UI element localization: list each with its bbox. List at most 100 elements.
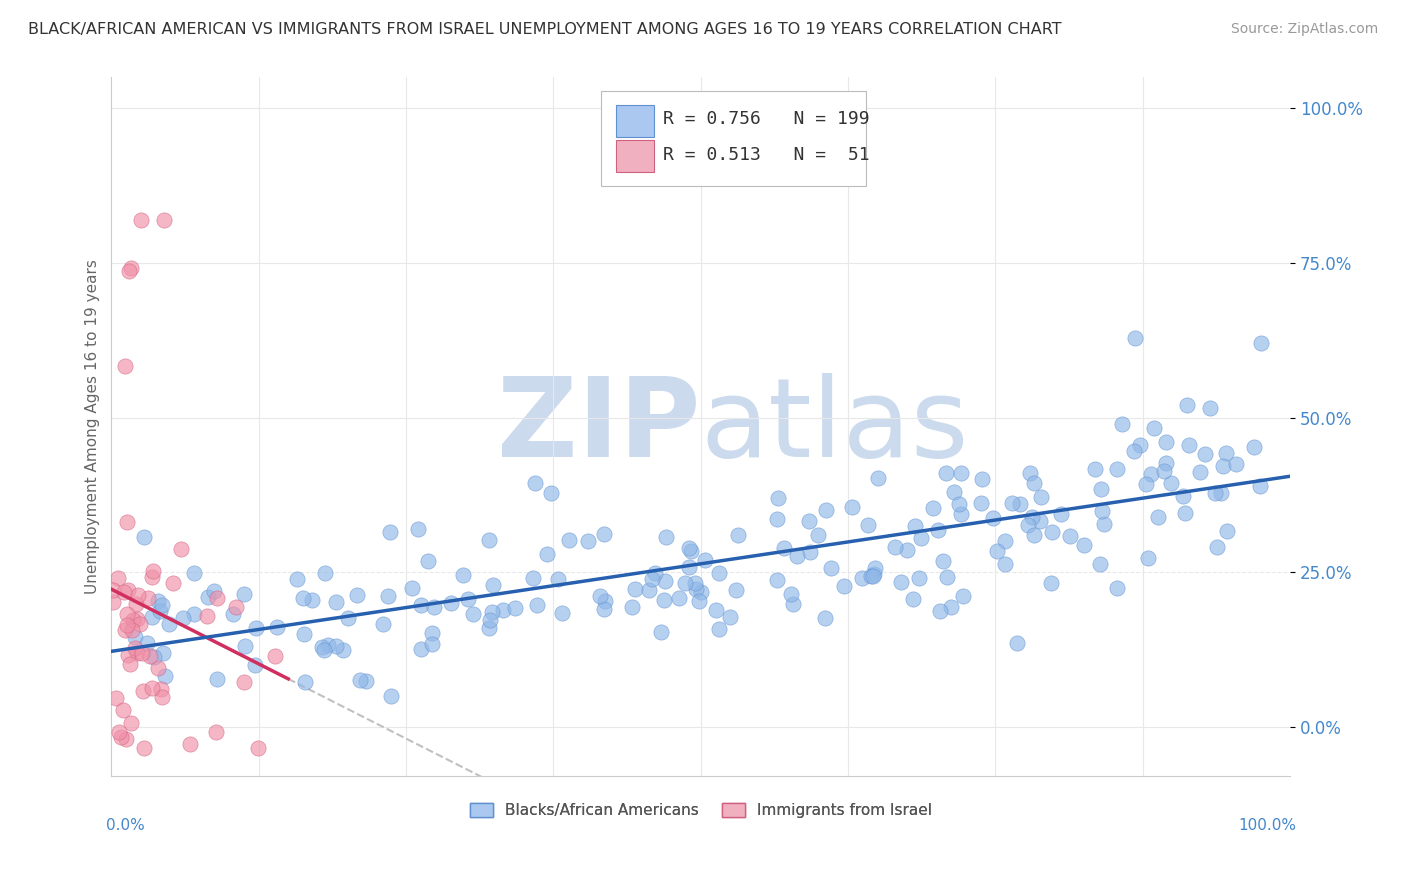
Point bbox=[129, 212, 152, 227]
Point bbox=[101, 582, 124, 597]
Point bbox=[1173, 489, 1195, 503]
Point bbox=[221, 607, 243, 621]
Point bbox=[121, 624, 143, 638]
Point bbox=[1021, 509, 1043, 524]
Point bbox=[346, 588, 368, 602]
Point bbox=[678, 560, 700, 574]
Point bbox=[478, 621, 501, 635]
Point bbox=[125, 612, 148, 626]
Point bbox=[112, 584, 135, 599]
Point bbox=[884, 540, 907, 554]
Point bbox=[782, 597, 804, 611]
Point bbox=[1022, 527, 1045, 541]
Point bbox=[896, 543, 918, 558]
Point bbox=[356, 673, 378, 688]
Point bbox=[1146, 509, 1168, 524]
Point bbox=[292, 591, 315, 605]
Text: BLACK/AFRICAN AMERICAN VS IMMIGRANTS FROM ISRAEL UNEMPLOYMENT AMONG AGES 16 TO 1: BLACK/AFRICAN AMERICAN VS IMMIGRANTS FRO… bbox=[28, 22, 1062, 37]
Point bbox=[1040, 524, 1063, 539]
Point bbox=[172, 611, 194, 625]
Point bbox=[834, 578, 856, 592]
Point bbox=[766, 491, 789, 505]
Point bbox=[551, 606, 574, 620]
Point bbox=[536, 547, 558, 561]
Point bbox=[332, 643, 354, 657]
Point bbox=[1008, 497, 1031, 511]
Point bbox=[101, 595, 124, 609]
Point bbox=[1178, 438, 1201, 452]
Point bbox=[727, 528, 749, 542]
Point bbox=[983, 510, 1005, 524]
Point bbox=[150, 598, 173, 612]
Point bbox=[773, 541, 796, 556]
Point bbox=[1029, 514, 1052, 528]
Point bbox=[124, 630, 146, 644]
Point bbox=[233, 639, 256, 653]
Point bbox=[1250, 336, 1272, 351]
Point bbox=[678, 541, 700, 556]
Point bbox=[1059, 529, 1081, 543]
Point bbox=[142, 564, 165, 578]
Point bbox=[1189, 465, 1212, 479]
Y-axis label: Unemployment Among Ages 16 to 19 years: Unemployment Among Ages 16 to 19 years bbox=[86, 260, 100, 594]
Point bbox=[132, 684, 155, 698]
Point bbox=[720, 610, 742, 624]
Point bbox=[440, 596, 463, 610]
Point bbox=[294, 674, 316, 689]
Point bbox=[461, 607, 484, 621]
Point bbox=[131, 646, 153, 660]
Point bbox=[314, 566, 336, 580]
Point bbox=[673, 576, 696, 591]
Point bbox=[1073, 538, 1095, 552]
Point bbox=[1022, 475, 1045, 490]
Point bbox=[986, 544, 1008, 558]
Point bbox=[707, 622, 730, 636]
Point bbox=[851, 571, 873, 585]
Point bbox=[170, 542, 193, 557]
Point bbox=[766, 573, 789, 587]
Point bbox=[725, 583, 748, 598]
Point bbox=[114, 359, 136, 373]
Point bbox=[195, 608, 218, 623]
Point bbox=[125, 597, 148, 611]
Point bbox=[1091, 504, 1114, 518]
Point bbox=[233, 675, 256, 690]
Point bbox=[420, 626, 443, 640]
Point bbox=[1215, 446, 1237, 460]
Point bbox=[707, 566, 730, 580]
Point bbox=[141, 681, 163, 695]
Point bbox=[1084, 462, 1107, 476]
Point bbox=[157, 617, 180, 632]
Point bbox=[578, 534, 600, 549]
Point bbox=[994, 534, 1017, 549]
Point bbox=[314, 643, 336, 657]
Point bbox=[266, 620, 288, 634]
Point bbox=[377, 589, 399, 603]
Point bbox=[503, 601, 526, 615]
Point bbox=[526, 598, 548, 612]
Text: R = 0.513   N =  51: R = 0.513 N = 51 bbox=[664, 146, 870, 164]
Point bbox=[406, 522, 429, 536]
Point bbox=[814, 611, 837, 625]
Point bbox=[142, 650, 165, 665]
Point bbox=[117, 583, 139, 598]
Point bbox=[128, 616, 150, 631]
Point bbox=[125, 646, 148, 660]
Point bbox=[1142, 421, 1164, 435]
Point bbox=[786, 549, 808, 564]
Point bbox=[1092, 516, 1115, 531]
Point bbox=[1129, 438, 1152, 452]
Point bbox=[928, 603, 950, 617]
Point bbox=[457, 592, 479, 607]
Point bbox=[681, 544, 703, 558]
Point bbox=[1090, 482, 1112, 496]
Point bbox=[124, 640, 146, 655]
Point bbox=[205, 672, 228, 686]
Point bbox=[524, 476, 547, 491]
Point bbox=[1153, 464, 1175, 478]
Point bbox=[311, 640, 333, 655]
Point bbox=[150, 690, 173, 705]
Point bbox=[932, 554, 955, 568]
Point bbox=[117, 263, 139, 277]
Point bbox=[107, 571, 129, 585]
